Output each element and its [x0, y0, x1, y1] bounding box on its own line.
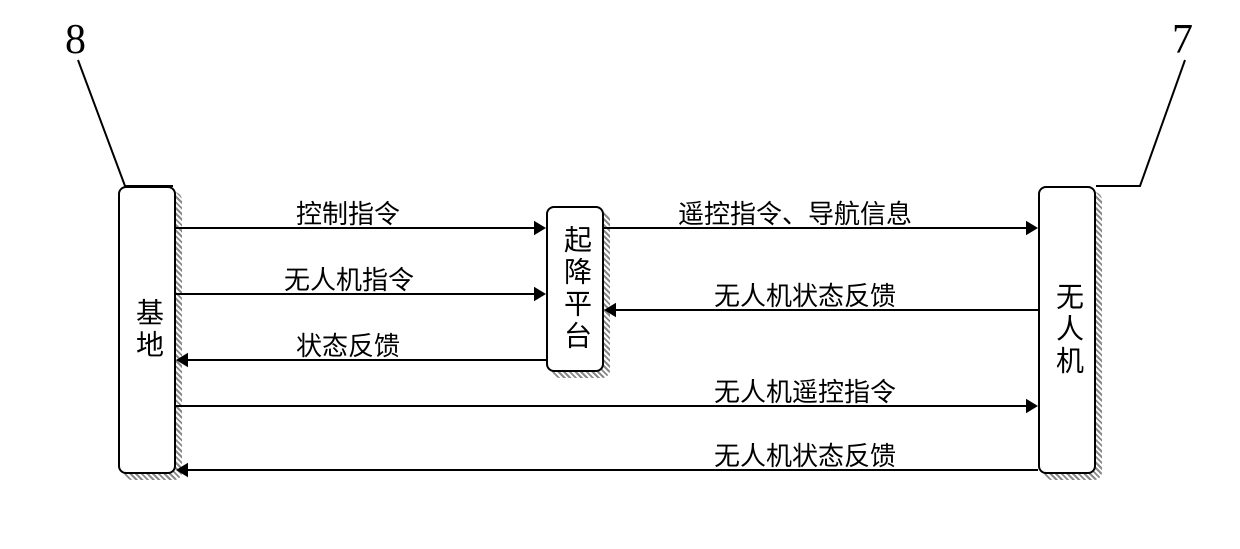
arrow-a7 — [176, 463, 1038, 477]
leader-right — [1096, 60, 1185, 186]
arrow-a1 — [176, 221, 546, 235]
arrow-a4 — [604, 221, 1038, 235]
arrow-a6 — [176, 399, 1038, 413]
arrow-a5 — [604, 303, 1038, 317]
leader-left — [78, 60, 173, 186]
arrow-a2 — [176, 287, 546, 301]
diagram-svg — [0, 0, 1240, 549]
arrow-a3 — [176, 353, 546, 367]
